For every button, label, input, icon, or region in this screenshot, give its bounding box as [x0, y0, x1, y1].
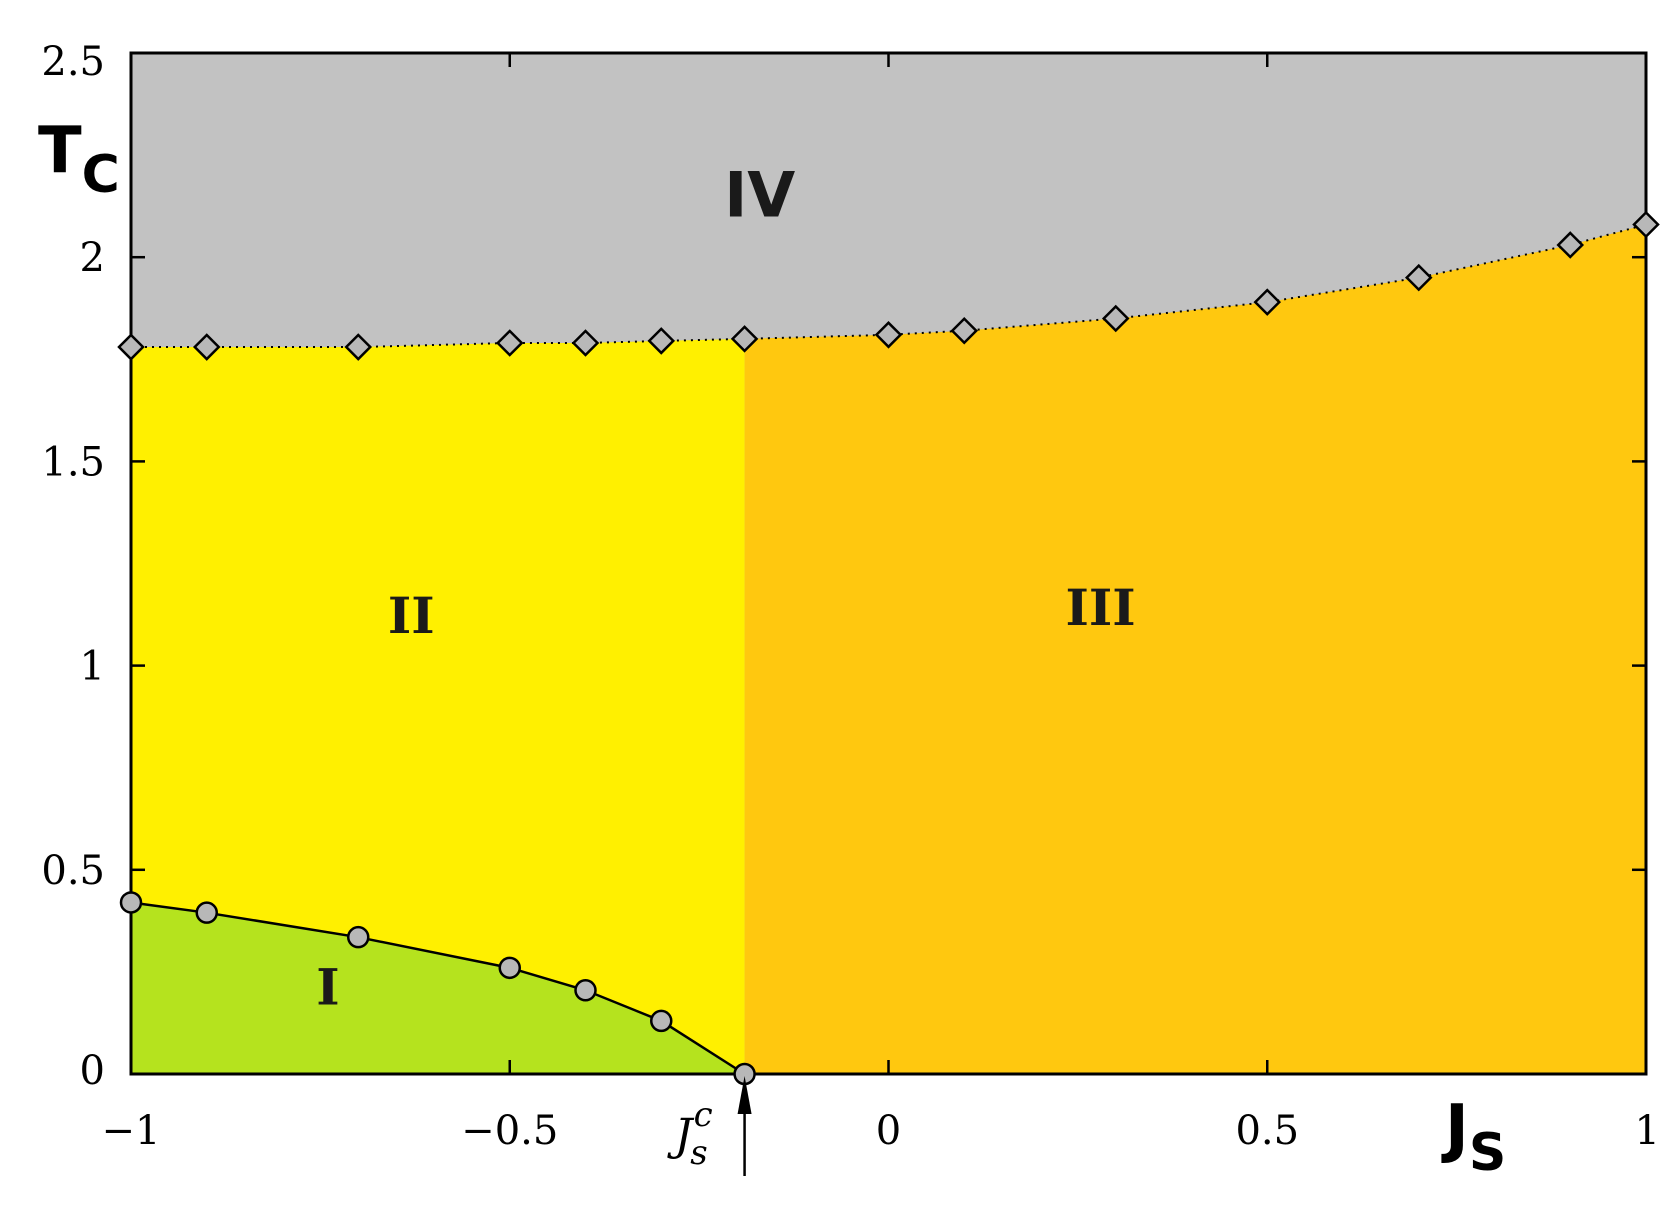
circle-marker: [119, 891, 143, 914]
x-tick-label: 0.5: [1235, 1108, 1299, 1154]
y-tick-label: 2.5: [41, 39, 105, 85]
diamond-marker: [344, 333, 373, 361]
diamond-marker: [117, 333, 145, 361]
x-tick-label: 0: [876, 1108, 901, 1154]
circle-marker: [650, 1009, 673, 1033]
circle-marker: [498, 956, 521, 980]
region-label-iii: III: [1066, 578, 1136, 637]
diamond-marker: [730, 325, 759, 353]
circle-marker: [195, 901, 218, 924]
region-label-i: I: [316, 958, 339, 1017]
diamond-marker: [1101, 304, 1130, 333]
diamond-marker: [1253, 288, 1282, 316]
phase-regions: [131, 53, 1646, 1074]
x-tick-label: −1: [102, 1108, 161, 1154]
y-tick-label: 1: [80, 644, 105, 690]
upper-boundary-line: [131, 223, 1647, 349]
circle-marker: [347, 925, 370, 949]
y-axis-title: TC: [38, 114, 120, 205]
diamond-marker: [495, 329, 524, 357]
y-tick-label: 2: [80, 235, 105, 281]
region-ii: [131, 338, 745, 1074]
circle-marker: [574, 979, 597, 1002]
region-iii: [744, 224, 1646, 1074]
data-markers: [117, 210, 1660, 1086]
diamond-marker: [1632, 210, 1660, 239]
critical-point-annotation: Jsc: [667, 1076, 752, 1176]
diamond-marker: [874, 321, 903, 349]
y-tick-label: 0: [80, 1048, 105, 1094]
diamond-marker: [1556, 231, 1585, 259]
diamond-marker: [192, 333, 221, 361]
diamond-marker: [571, 329, 600, 357]
region-label-iv: IV: [724, 158, 795, 231]
diamond-marker: [1404, 263, 1433, 292]
x-tick-label: 1: [1635, 1108, 1660, 1154]
diamond-marker: [950, 316, 979, 345]
region-i: [131, 902, 745, 1074]
x-tick-label: −0.5: [461, 1108, 558, 1154]
diamond-marker: [647, 327, 676, 355]
critical-arrow-head: [737, 1076, 752, 1114]
plot-frame: [129, 51, 1648, 1076]
tick-labels: −1 −0.5 0 0.5 1 0 0.5 1 1.5 2 2.5: [41, 39, 1660, 1154]
x-axis-title: JS: [1441, 1092, 1506, 1183]
critical-label: Jsc: [667, 1095, 713, 1173]
region-label-ii: II: [388, 586, 435, 645]
y-tick-label: 0.5: [41, 848, 105, 894]
y-tick-label: 1.5: [41, 439, 105, 485]
